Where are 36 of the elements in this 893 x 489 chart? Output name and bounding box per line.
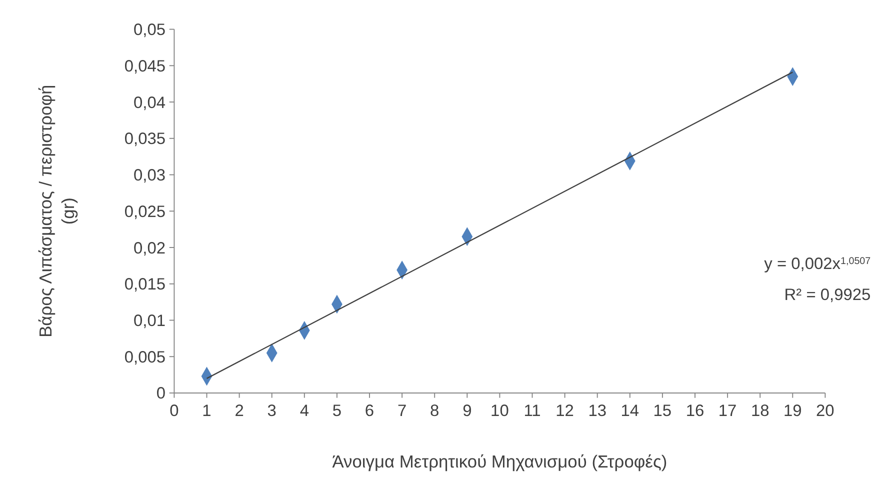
x-tick-label: 5	[332, 402, 342, 420]
y-tick-label: 0,04	[134, 94, 166, 112]
y-tick-label: 0,015	[124, 276, 166, 294]
x-tick-label: 17	[718, 402, 737, 420]
annotation: y = 0,002x$^{1,0507}$	[764, 255, 871, 274]
x-tick-label: 20	[816, 402, 834, 420]
y-tick-label: 0,045	[124, 57, 166, 76]
x-tick-label: 8	[430, 402, 440, 420]
y-tick-label: 0,025	[124, 202, 166, 221]
x-tick-label: 10	[490, 402, 509, 420]
x-tick-label: 12	[556, 402, 574, 420]
x-tick-label: 15	[653, 402, 672, 420]
y-tick-label: 0,005	[124, 348, 166, 366]
x-tick-label: 16	[686, 402, 704, 420]
y-tick-label: 0,03	[134, 166, 166, 185]
x-tick-label: 9	[462, 402, 472, 420]
x-tick-label: 11	[524, 402, 541, 420]
x-tick-label: 4	[300, 402, 309, 420]
x-tick-label: 6	[364, 402, 374, 420]
x-tick-label: 3	[267, 402, 276, 420]
x-axis-title: Άνοιγμα Μετρητικού Μηχανισμού (Στροφές)	[332, 451, 668, 472]
x-tick-label: 18	[750, 402, 770, 420]
annotation: R² = 0,9925	[784, 286, 871, 304]
y-axis-title: Βάρος Λιπάσματος / περιστροφή (gr)	[35, 84, 78, 338]
x-tick-label: 2	[234, 402, 244, 420]
x-tick-label: 19	[783, 402, 802, 420]
y-tick-label: 0,02	[134, 239, 166, 258]
y-tick-label: 0	[156, 384, 166, 403]
x-tick-label: 13	[588, 402, 606, 420]
x-tick-label: 14	[620, 402, 640, 420]
x-tick-label: 7	[397, 402, 407, 420]
y-tick-label: 0,01	[134, 312, 166, 330]
x-tick-label: 1	[202, 402, 212, 420]
y-tick-label: 0,035	[124, 130, 166, 148]
y-tick-label: 0,05	[134, 21, 166, 40]
x-tick-label: 0	[170, 402, 179, 420]
